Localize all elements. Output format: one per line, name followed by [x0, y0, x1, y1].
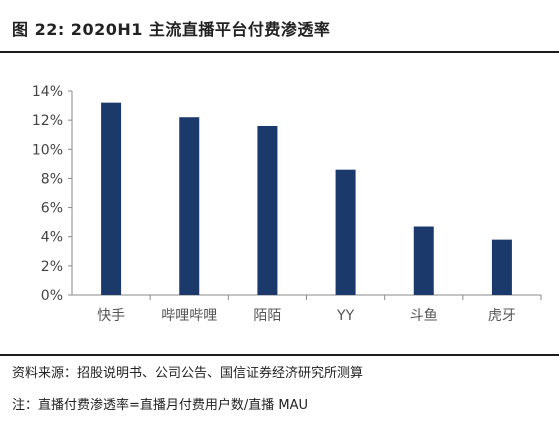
x-tick-label: YY	[336, 308, 355, 324]
x-tick-label: 虎牙	[488, 308, 516, 324]
title-bar: 图 22: 2020H1 主流直播平台付费渗透率	[0, 0, 559, 53]
y-tick-label: 2%	[41, 259, 63, 275]
x-tick-label: 斗鱼	[410, 307, 438, 324]
y-tick-label: 12%	[32, 113, 63, 129]
x-tick-label: 哔哩哔哩	[161, 308, 217, 324]
bar	[257, 125, 278, 295]
footer-divider	[0, 354, 559, 356]
bar-chart: 0% 2% 4% 6% 8% 10% 12% 14% 快手 哔哩哔哩 陌陌 YY 斗鱼 虎牙	[32, 84, 542, 324]
bar	[335, 169, 356, 295]
bar	[491, 239, 512, 295]
y-tick-label: 10%	[32, 142, 63, 158]
x-tick-label: 快手	[97, 308, 125, 324]
bar	[179, 117, 200, 295]
y-tick-label: 14%	[32, 84, 63, 100]
bar	[413, 226, 434, 295]
bar	[101, 102, 122, 296]
source-note: 资料来源：招股说明书、公司公告、国信证券经济研究所测算	[12, 366, 364, 381]
x-tick-label: 陌陌	[253, 308, 281, 324]
y-tick-label: 0%	[41, 288, 63, 304]
y-tick-label: 8%	[41, 171, 63, 187]
chart-area: 0% 2% 4% 6% 8% 10% 12% 14% 快手 哔哩哔哩 陌陌 YY 斗鱼 虎牙	[0, 53, 559, 353]
page-title: 图 22: 2020H1 主流直播平台付费渗透率	[12, 20, 331, 39]
formula-note: 注：直播付费渗透率=直播月付费用户数/直播 MAU	[12, 398, 309, 413]
y-tick-label: 6%	[41, 201, 63, 217]
y-tick-label: 4%	[41, 230, 63, 246]
